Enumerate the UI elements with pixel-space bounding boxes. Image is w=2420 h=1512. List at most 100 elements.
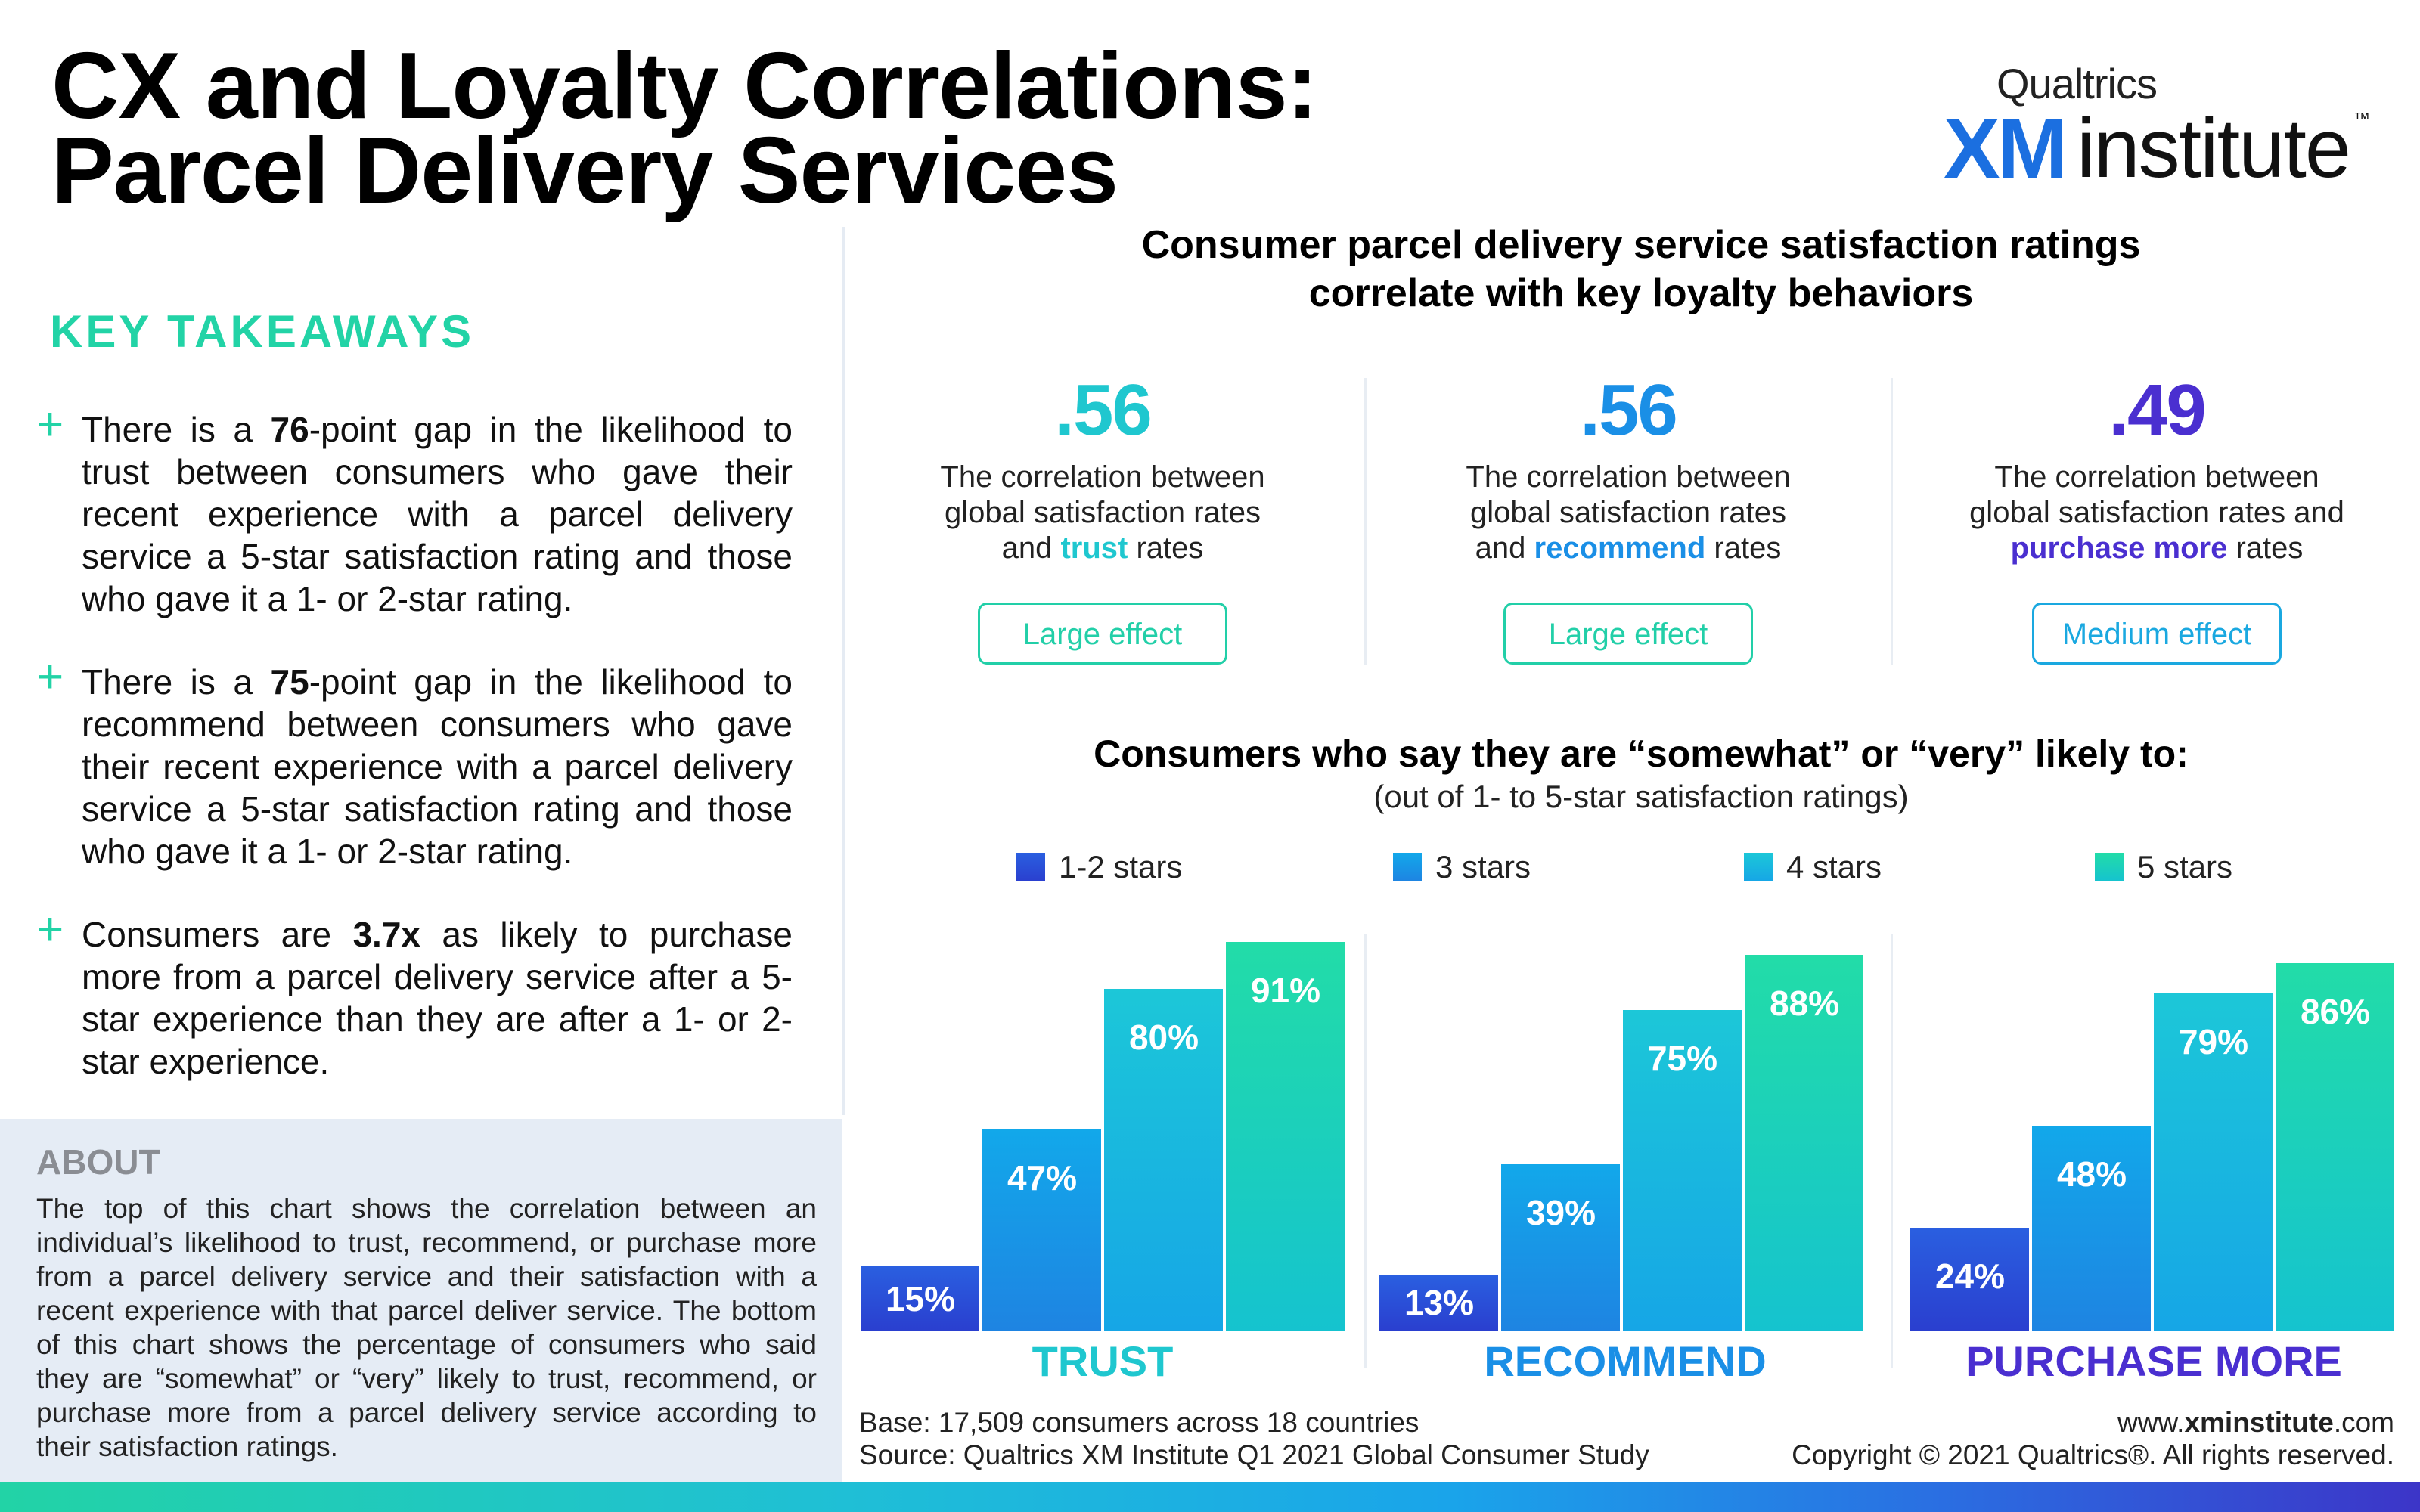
plus-icon: +	[36, 903, 64, 956]
footer-url-pre: www.	[2118, 1407, 2185, 1438]
bar-recommend-5-stars	[1745, 954, 1863, 1331]
bar-chart-heading: Consumers who say they are “somewhat” or…	[877, 730, 2405, 816]
logo-institute: institute	[2077, 102, 2351, 195]
bar-recommend-3-stars	[1501, 1163, 1620, 1331]
correlation-purchase-more: .49 The correlation between global satis…	[1930, 369, 2384, 665]
bar-recommend-1-2-stars	[1379, 1275, 1498, 1331]
takeaway-text: There is a 75-point gap in the likelihoo…	[82, 661, 793, 872]
footer-source: Source: Qualtrics XM Institute Q1 2021 G…	[859, 1439, 1649, 1470]
about-panel: ABOUT The top of this chart shows the co…	[0, 1119, 842, 1497]
takeaway-item: + There is a 75-point gap in the likelih…	[36, 654, 793, 872]
legend-item-5-stars: 5 stars	[2095, 848, 2232, 886]
legend-label: 1-2 stars	[1059, 849, 1183, 885]
correlation-desc-line-1: The correlation between	[1466, 460, 1791, 494]
takeaway-text-pre: There is a	[82, 410, 271, 449]
brand-gradient-bar	[0, 1482, 2420, 1512]
correlation-description: The correlation between global satisfact…	[876, 460, 1329, 566]
page-title: CX and Loyalty Correlations: Parcel Deli…	[51, 39, 1318, 223]
bar-value-label: 39%	[1525, 1192, 1596, 1232]
qualtrics-xm-institute-logo[interactable]: Qualtrics XM institute ™	[1944, 54, 2370, 196]
category-label-purchase-more: PURCHASE MORE	[1965, 1337, 2342, 1385]
logo-trademark: ™	[2353, 109, 2370, 128]
correlation-value: .56	[1054, 370, 1152, 451]
bar-trust-1-2-stars	[861, 1266, 979, 1331]
bar-purchase-more-4-stars	[2154, 993, 2273, 1331]
legend-item-4-stars: 4 stars	[1744, 848, 1882, 886]
chart-heading-line-1: Consumer parcel delivery service satisfa…	[1141, 223, 2141, 267]
category-label-trust: TRUST	[1032, 1337, 1174, 1385]
bar-value-label: 88%	[1769, 983, 1840, 1023]
page-title-line-2: Parcel Delivery Services	[51, 119, 1118, 223]
correlation-keyword: purchase more	[2010, 531, 2228, 565]
footer-url[interactable]: www.xminstitute.com	[1792, 1406, 2394, 1439]
correlation-desc-line-2: global satisfaction rates	[1469, 496, 1786, 529]
legend-label: 4 stars	[1786, 849, 1882, 885]
effect-size-badge: Large effect	[1503, 603, 1753, 665]
bar-value-label: 24%	[1934, 1256, 2006, 1297]
bar-value-label: 80%	[1128, 1018, 1199, 1057]
correlation-keyword: trust	[1060, 531, 1128, 565]
logo-xm: XM	[1944, 101, 2068, 196]
effect-size-badge: Large effect	[978, 603, 1227, 665]
bar-purchase-more-3-stars	[2032, 1125, 2151, 1331]
bar-value-label: 79%	[2178, 1021, 2249, 1061]
correlation-desc-line-3: purchase more rates	[1930, 531, 2384, 566]
correlation-desc-line-3: and recommend rates	[1401, 531, 1855, 566]
bar-value-label: 91%	[1250, 970, 1321, 1010]
correlation-description: The correlation between global satisfact…	[1401, 460, 1855, 566]
correlation-desc-post: rates	[1705, 531, 1782, 565]
takeaway-text-post: as likely to purchase more from a parcel…	[82, 915, 793, 1081]
takeaway-highlight: 76	[270, 410, 309, 449]
bar-value-label: 15%	[885, 1278, 956, 1318]
footer-notes: Base: 17,509 consumers across 18 countri…	[859, 1406, 1649, 1471]
takeaway-item: + Consumers are 3.7x as likely to purcha…	[36, 906, 793, 1083]
bar-trust-5-stars	[1226, 941, 1345, 1331]
footer-url-post: .com	[2333, 1407, 2394, 1438]
correlation-value: .49	[2108, 370, 2206, 451]
logo-company: Qualtrics	[1996, 60, 2158, 107]
correlation-desc-line-3: and trust rates	[876, 531, 1329, 566]
column-divider	[842, 227, 845, 1115]
bar-recommend-4-stars	[1623, 1010, 1742, 1331]
correlation-desc-line-1: The correlation between	[1994, 460, 2319, 494]
category-label-recommend: RECOMMEND	[1484, 1337, 1767, 1385]
bar-trust-3-stars	[982, 1129, 1101, 1331]
takeaway-highlight: 3.7x	[352, 915, 420, 954]
correlation-desc-post: rates	[2227, 531, 2304, 565]
bar-trust-4-stars	[1104, 989, 1223, 1331]
legend-item-1-2-stars: 1-2 stars	[1016, 848, 1182, 886]
takeaway-text-pre: Consumers are	[82, 915, 353, 954]
bar-chart-subtitle: (out of 1- to 5-star satisfaction rating…	[1373, 779, 1909, 814]
panel-separator	[1364, 378, 1367, 665]
chart-heading: Consumer parcel delivery service satisfa…	[877, 221, 2405, 318]
plus-icon: +	[36, 651, 64, 703]
correlation-value: .56	[1580, 370, 1677, 451]
about-text: The top of this chart shows the correlat…	[36, 1193, 817, 1462]
takeaway-text-post: -point gap in the likelihood to trust be…	[82, 410, 793, 618]
footer-copyright: Copyright © 2021 Qualtrics®. All rights …	[1792, 1439, 2394, 1470]
bar-purchase-more-1-2-stars	[1910, 1228, 2029, 1331]
plus-icon: +	[36, 398, 64, 451]
takeaway-text-pre: There is a	[82, 662, 271, 702]
footer-credits: www.xminstitute.com Copyright © 2021 Qua…	[1792, 1406, 2394, 1471]
bar-chart-title: Consumers who say they are “somewhat” or…	[1094, 733, 2189, 775]
bar-purchase-more-5-stars	[2276, 963, 2394, 1331]
takeaway-text: Consumers are 3.7x as likely to purchase…	[82, 913, 793, 1083]
legend-label: 3 stars	[1435, 849, 1531, 885]
panel-separator	[1891, 378, 1893, 665]
legend-swatch	[1016, 853, 1045, 881]
correlation-desc-line-2: global satisfaction rates and	[1969, 496, 2344, 529]
bar-value-label: 48%	[2056, 1154, 2127, 1194]
legend-label: 5 stars	[2137, 849, 2233, 885]
correlation-description: The correlation between global satisfact…	[1930, 460, 2384, 566]
takeaway-item: + There is a 76-point gap in the likelih…	[36, 401, 793, 620]
correlation-trust: .56 The correlation between global satis…	[876, 369, 1329, 665]
bar-value-label: 47%	[1007, 1158, 1078, 1198]
legend-swatch	[1393, 853, 1422, 881]
chart-heading-line-2: correlate with key loyalty behaviors	[1308, 271, 1974, 315]
correlation-desc-line-2: global satisfaction rates	[944, 496, 1261, 529]
bar-value-label: 86%	[2300, 992, 2371, 1032]
takeaway-highlight: 75	[270, 662, 309, 702]
takeaway-text: There is a 76-point gap in the likelihoo…	[82, 408, 793, 620]
takeaway-text-post: -point gap in the likelihood to recommen…	[82, 662, 793, 871]
